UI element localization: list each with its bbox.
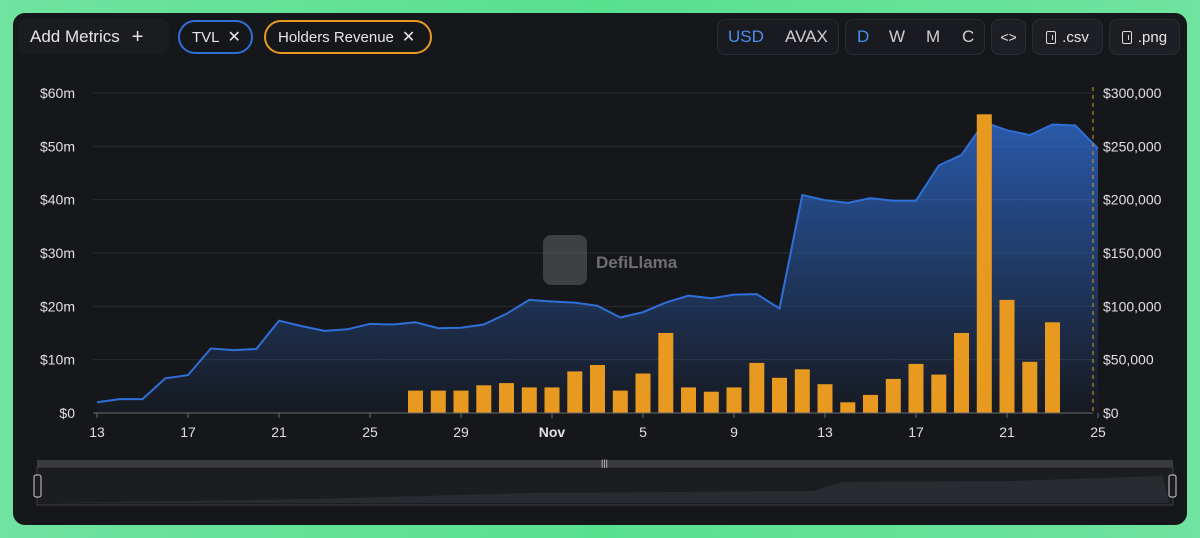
- revenue-bar: [681, 387, 696, 413]
- revenue-bar: [430, 390, 446, 413]
- add-metrics-button[interactable]: Add Metrics +: [17, 19, 169, 55]
- add-metrics-label: Add Metrics: [30, 27, 120, 46]
- left-axis-tick-label: $20m: [40, 298, 75, 314]
- revenue-bar: [794, 369, 810, 413]
- revenue-bar: [521, 387, 537, 413]
- tvl-series: [96, 121, 1099, 414]
- file-download-icon: [1046, 30, 1057, 44]
- revenue-bar: [590, 365, 605, 413]
- x-axis-tick-label: 29: [453, 424, 469, 440]
- revenue-bar: [840, 402, 856, 413]
- zoom-right-handle[interactable]: [1168, 474, 1177, 498]
- llama-logo-icon: [543, 235, 587, 285]
- period-cumulative-button[interactable]: C: [962, 27, 975, 46]
- revenue-bar: [612, 390, 628, 413]
- right-axis: $0 $50,000 $100,000 $150,000 $200,000 $250,00…: [1092, 85, 1162, 421]
- download-csv-button[interactable]: .csv: [1032, 19, 1103, 55]
- left-axis-tick-label: $30m: [40, 245, 75, 261]
- period-week-button[interactable]: W: [889, 27, 906, 46]
- revenue-bar: [954, 333, 969, 413]
- x-axis-tick-label: 13: [817, 424, 833, 440]
- download-png-button[interactable]: .png: [1109, 19, 1180, 55]
- tvl-metric-pill[interactable]: TVL ✕: [178, 20, 253, 54]
- left-axis-tick-label: $50m: [40, 138, 75, 154]
- revenue-bar: [931, 374, 947, 413]
- zoom-slider-bar[interactable]: [37, 460, 1173, 467]
- holders-revenue-metric-pill[interactable]: Holders Revenue ✕: [264, 20, 432, 54]
- png-label: .png: [1137, 28, 1168, 46]
- plus-icon: +: [131, 26, 144, 48]
- left-axis: $0 $10m $20m $30m $40m $50m $60m: [40, 85, 75, 421]
- revenue-bar: [908, 363, 924, 413]
- period-month-button[interactable]: M: [926, 27, 941, 46]
- chart-canvas: DefiLlama $0$10m$20m$30m$40m$50m$60m $0$…: [33, 85, 1177, 506]
- revenue-bar: [544, 387, 560, 413]
- x-axis-tick-label: 17: [908, 424, 924, 440]
- currency-avax-button[interactable]: AVAX: [785, 27, 828, 46]
- left-axis-tick-label: $10m: [40, 352, 75, 368]
- left-axis-tick-label: $0: [59, 405, 75, 421]
- revenue-bar: [703, 391, 719, 413]
- chart-panel: Add Metrics + TVL ✕ Holders Revenue ✕ US…: [13, 13, 1187, 525]
- embed-button[interactable]: <>: [991, 19, 1026, 55]
- revenue-bar: [749, 362, 765, 413]
- period-toggle: D W M C: [845, 19, 985, 55]
- csv-label: .csv: [1062, 28, 1089, 46]
- watermark-text: DefiLlama: [596, 253, 678, 272]
- x-axis: 13 17 21 25 29 Nov 5 9 13 17 21 25: [89, 412, 1106, 440]
- revenue-bar: [999, 299, 1015, 413]
- revenue-bar: [408, 390, 423, 413]
- revenue-bar: [453, 390, 469, 413]
- x-axis-tick-label: 21: [271, 424, 287, 440]
- defillama-watermark: DefiLlama: [543, 235, 678, 285]
- holders-revenue-pill-label: Holders Revenue: [278, 28, 394, 46]
- currency-toggle: USD AVAX: [717, 19, 839, 55]
- x-axis-tick-label: 9: [730, 424, 738, 440]
- currency-usd-button[interactable]: USD: [728, 27, 764, 46]
- grip-icon[interactable]: |||: [601, 458, 608, 468]
- x-axis-tick-label: Nov: [539, 424, 566, 440]
- zoom-preview-area: [41, 476, 1169, 503]
- revenue-bar: [976, 114, 992, 414]
- revenue-bar: [499, 383, 514, 413]
- file-download-icon: [1121, 30, 1132, 44]
- left-axis-tick-label: $40m: [40, 192, 75, 208]
- right-axis-tick-label: $250,000: [1103, 138, 1162, 154]
- period-day-button[interactable]: D: [857, 27, 870, 46]
- revenue-bar: [476, 385, 492, 413]
- right-axis-tick-label: $300,000: [1103, 85, 1162, 101]
- close-icon[interactable]: ✕: [227, 29, 241, 46]
- zoom-slider[interactable]: |||: [33, 458, 1177, 506]
- zoom-left-handle[interactable]: [33, 474, 42, 498]
- tvl-line: [96, 121, 1099, 404]
- revenue-bar: [817, 384, 833, 413]
- tvl-pill-label: TVL: [192, 28, 220, 46]
- revenue-bar: [726, 387, 742, 413]
- chart-toolbar: Add Metrics + TVL ✕ Holders Revenue ✕ US…: [13, 13, 1187, 63]
- right-axis-tick-label: $150,000: [1103, 245, 1162, 261]
- x-axis-tick-label: 5: [639, 424, 647, 440]
- left-axis-tick-label: $60m: [40, 85, 75, 101]
- close-icon[interactable]: ✕: [401, 29, 416, 46]
- revenue-bar: [1045, 322, 1060, 413]
- x-axis-tick-label: 25: [362, 424, 378, 440]
- x-axis-tick-label: 21: [999, 424, 1015, 440]
- revenue-bar: [1022, 361, 1038, 413]
- revenue-bar: [567, 371, 583, 413]
- revenue-bar: [635, 373, 651, 413]
- revenue-bar: [772, 377, 787, 413]
- x-axis-tick-label: 25: [1090, 424, 1106, 440]
- right-axis-tick-label: $0: [1103, 405, 1119, 421]
- revenue-bar: [885, 378, 901, 413]
- revenue-bar: [863, 394, 878, 413]
- right-axis-tick-label: $50,000: [1103, 352, 1154, 368]
- code-icon: <>: [1000, 29, 1017, 45]
- holders-revenue-series: [408, 114, 1060, 414]
- right-axis-tick-label: $100,000: [1103, 298, 1162, 314]
- revenue-bar: [658, 333, 674, 413]
- x-axis-tick-label: 13: [89, 424, 105, 440]
- x-axis-tick-label: 17: [180, 424, 196, 440]
- right-axis-tick-label: $200,000: [1103, 192, 1162, 208]
- tvl-area: [97, 122, 1098, 414]
